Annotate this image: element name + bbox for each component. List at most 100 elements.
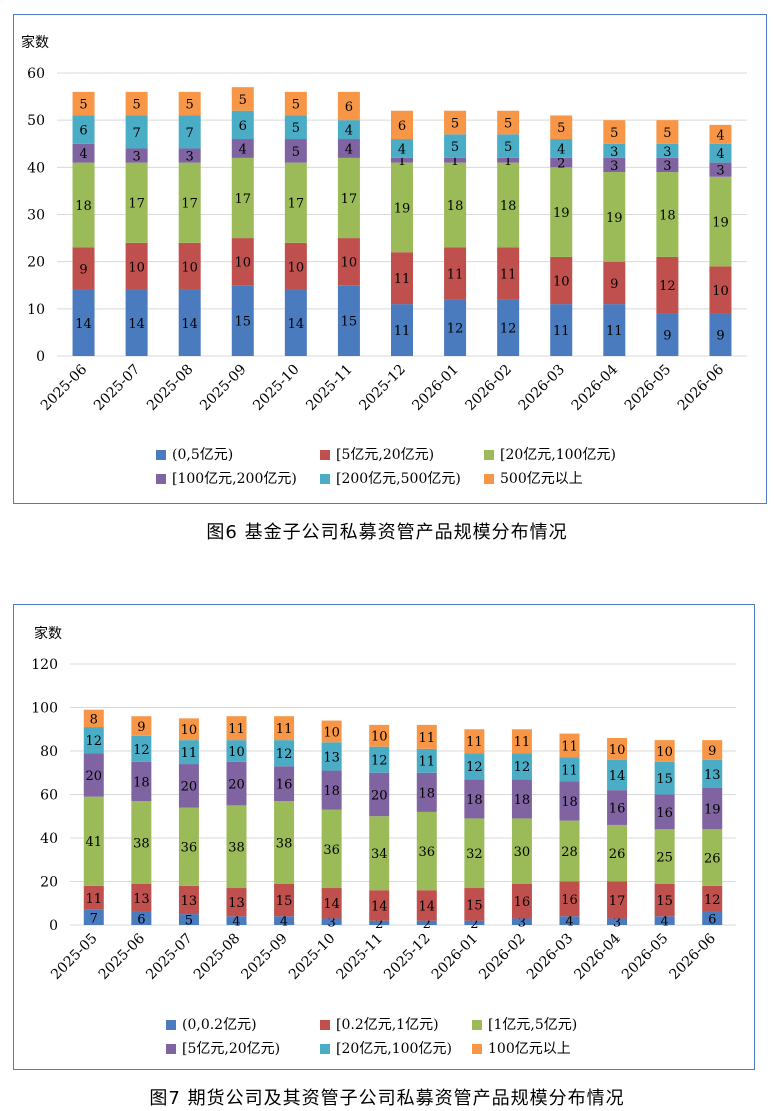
data-label: 8 — [90, 712, 98, 727]
y-axis-label: 家数 — [21, 34, 49, 51]
data-label: 16 — [514, 895, 531, 910]
data-label: 9 — [708, 744, 716, 759]
legend-swatch — [472, 1020, 482, 1030]
bar-segment — [511, 729, 532, 754]
legend-label: [1亿元,5亿元) — [488, 1017, 577, 1033]
bar-segment — [511, 753, 532, 780]
figure-7-caption: 图7 期货公司及其资管子公司私募资管产品规模分布情况 — [149, 1088, 625, 1109]
bar-segment — [72, 115, 95, 144]
data-label: 5 — [663, 126, 671, 141]
bar-segment — [131, 883, 152, 912]
bar-segment — [511, 779, 532, 819]
data-label: 4 — [79, 147, 87, 162]
data-label: 20 — [371, 788, 388, 803]
bar-segment — [131, 735, 152, 762]
x-tick-label: 2025-08 — [191, 931, 243, 983]
data-label: 5 — [451, 140, 459, 155]
bar-segment — [231, 157, 254, 239]
bar-segment — [550, 167, 573, 257]
legend-label: [20亿元,100亿元) — [336, 1041, 452, 1057]
data-label: 20 — [181, 780, 198, 795]
x-tick-label: 2025-08 — [144, 362, 196, 414]
data-label: 11 — [181, 746, 198, 761]
legend-swatch — [166, 1020, 176, 1030]
futures-company-chart-svg: 家数 0 20 40 60 80 100 120 7 11 41 20 12 8 2025-05 6 13 38 1… — [31, 625, 736, 1057]
y-tick-label: 40 — [40, 831, 58, 847]
data-label: 13 — [323, 750, 340, 765]
data-label: 5 — [292, 121, 300, 136]
y-tick-label: 10 — [27, 302, 45, 318]
bar-segment — [337, 120, 360, 140]
data-label: 10 — [128, 260, 145, 275]
bar-segment — [656, 143, 679, 158]
bar-segment — [416, 920, 437, 925]
bar-segment — [550, 139, 573, 158]
bar-segment — [178, 115, 201, 149]
bar-segment — [464, 779, 485, 819]
bar-segment — [131, 911, 152, 925]
bar-segment — [178, 764, 199, 808]
data-label: 11 — [276, 722, 293, 737]
legend-swatch — [320, 450, 330, 460]
data-label: 3 — [132, 149, 140, 164]
x-tick-label: 2026-06 — [675, 361, 728, 414]
bar-segment — [226, 805, 247, 889]
x-tick-label: 2025-10 — [286, 931, 338, 983]
data-label: 15 — [656, 772, 673, 787]
bar-segment — [369, 816, 390, 891]
bar-segment — [702, 911, 723, 925]
bar-segment — [125, 289, 148, 356]
bar-segment — [321, 770, 342, 810]
bar-segment — [72, 289, 95, 356]
data-label: 14 — [181, 317, 198, 332]
bar-segment — [284, 289, 307, 356]
futures-company-chart: 家数 0 20 40 60 80 100 120 7 11 41 20 12 8 2025-05 6 13 38 1… — [13, 604, 755, 1070]
x-tick-label: 2026-01 — [429, 931, 481, 983]
data-label: 18 — [466, 793, 483, 808]
legend-swatch — [320, 474, 330, 484]
bar-segment — [656, 157, 679, 173]
bar-segment — [607, 918, 628, 925]
data-label: 3 — [518, 916, 526, 931]
data-label: 18 — [500, 199, 517, 214]
bar-segment — [72, 91, 95, 116]
data-label: 11 — [561, 763, 578, 778]
data-label: 16 — [656, 806, 673, 821]
legend-label: 500亿元以上 — [500, 471, 583, 487]
x-tick-label: 2026-04 — [571, 930, 624, 983]
bar-segment — [125, 148, 148, 163]
data-label: 4 — [232, 915, 240, 930]
bar-segment — [550, 256, 573, 305]
data-label: 16 — [276, 778, 293, 793]
bar-segment — [511, 918, 532, 925]
bar-segment — [178, 740, 199, 765]
data-label: 1 — [451, 154, 459, 169]
data-label: 5 — [132, 98, 140, 113]
data-label: 5 — [504, 116, 512, 131]
bar-segment — [178, 885, 199, 915]
bar-segment — [416, 772, 437, 812]
bar-segment — [274, 740, 295, 767]
y-tick-label: 30 — [27, 208, 45, 224]
fund-subsidiary-chart-svg: 家数0102030405060149184652025-061410173752… — [21, 34, 747, 487]
data-label: 14 — [128, 317, 145, 332]
data-label: 10 — [656, 745, 673, 760]
bar-segment — [559, 733, 580, 758]
data-label: 4 — [557, 142, 565, 157]
bar-segment — [231, 110, 254, 140]
data-label: 6 — [345, 100, 353, 115]
data-label: 4 — [716, 128, 724, 143]
bar-segment — [709, 124, 732, 144]
bar-segment — [226, 716, 247, 741]
y-tick-label: 60 — [40, 788, 58, 804]
bar-segment — [444, 110, 467, 135]
data-label: 19 — [704, 803, 721, 818]
data-label: 15 — [234, 315, 251, 330]
data-label: 11 — [553, 324, 570, 339]
bar-segment — [369, 772, 390, 817]
x-tick-label: 2026-01 — [409, 362, 461, 414]
bar-segment — [656, 313, 679, 356]
bar-segment — [444, 247, 467, 300]
y-tick-label: 60 — [27, 66, 45, 82]
bar-segment — [511, 883, 532, 919]
